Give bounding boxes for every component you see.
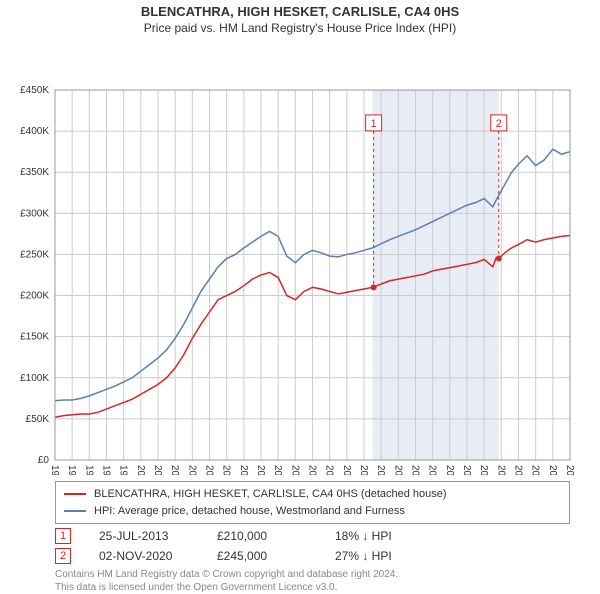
x-tick-label: 2016 <box>410 465 421 475</box>
y-tick-label: £0 <box>38 455 50 466</box>
y-tick-label: £250K <box>20 249 49 260</box>
annotation-row: 2 02-NOV-2020 £245,000 27% ↓ HPI <box>55 548 570 564</box>
x-tick-label: 2007 <box>255 465 266 475</box>
x-tick-label: 2015 <box>392 465 403 475</box>
x-tick-label: 2001 <box>152 465 163 475</box>
y-tick-label: £150K <box>20 332 49 343</box>
y-tick-label: £400K <box>20 126 49 137</box>
legend-swatch <box>64 493 86 495</box>
x-tick-label: 2013 <box>358 465 369 475</box>
x-tick-label: 2017 <box>427 465 438 475</box>
legend-swatch <box>64 510 86 512</box>
footnote-line: Contains HM Land Registry data © Crown c… <box>55 568 570 581</box>
annotation-pct: 18% ↓ HPI <box>335 529 392 543</box>
x-tick-label: 2012 <box>341 465 352 475</box>
x-tick-label: 2000 <box>135 465 146 475</box>
legend-item: HPI: Average price, detached house, West… <box>64 503 561 520</box>
x-tick-label: 1995 <box>49 465 60 475</box>
footnote-line: This data is licensed under the Open Gov… <box>55 581 570 594</box>
x-tick-label: 2025 <box>564 465 575 475</box>
x-tick-label: 2008 <box>272 465 283 475</box>
chart-subtitle: Price paid vs. HM Land Registry's House … <box>0 21 600 35</box>
legend-label: HPI: Average price, detached house, West… <box>94 503 405 520</box>
annotation-table: 1 25-JUL-2013 £210,000 18% ↓ HPI 2 02-NOV-202… <box>55 528 570 564</box>
annotation-pct: 27% ↓ HPI <box>335 549 392 563</box>
x-tick-label: 2009 <box>289 465 300 475</box>
x-tick-label: 2003 <box>186 465 197 475</box>
x-tick-label: 2020 <box>478 465 489 475</box>
x-tick-label: 2011 <box>324 465 335 475</box>
y-tick-label: £350K <box>20 167 49 178</box>
footnote: Contains HM Land Registry data © Crown c… <box>55 568 570 594</box>
marker-badge-label: 1 <box>371 118 377 130</box>
y-tick-label: £300K <box>20 208 49 219</box>
y-tick-label: £100K <box>20 373 49 384</box>
x-tick-label: 1997 <box>83 465 94 475</box>
x-tick-label: 1999 <box>118 465 129 475</box>
chart-area: £0 £50K £100K £150K £200K £250K £300K £350K £400… <box>0 35 600 475</box>
x-tick-label: 2005 <box>221 465 232 475</box>
x-tick-label: 2006 <box>238 465 249 475</box>
annotation-price: £245,000 <box>217 549 307 563</box>
legend-label: BLENCATHRA, HIGH HESKET, CARLISLE, CA4 0… <box>94 486 447 503</box>
legend: BLENCATHRA, HIGH HESKET, CARLISLE, CA4 0… <box>55 481 570 524</box>
highlight-band <box>373 90 499 460</box>
x-tick-label: 2019 <box>461 465 472 475</box>
x-tick-label: 2018 <box>444 465 455 475</box>
x-tick-label: 1998 <box>101 465 112 475</box>
x-tick-label: 1996 <box>66 465 77 475</box>
chart-svg: £0 £50K £100K £150K £200K £250K £300K £350K £400… <box>0 35 600 475</box>
annotation-price: £210,000 <box>217 529 307 543</box>
x-tick-label: 2010 <box>307 465 318 475</box>
x-tick-label: 2024 <box>547 465 558 475</box>
marker-badge-label: 2 <box>496 118 502 130</box>
annotation-badge: 2 <box>55 548 71 564</box>
y-tick-label: £50K <box>26 414 50 425</box>
legend-item: BLENCATHRA, HIGH HESKET, CARLISLE, CA4 0… <box>64 486 561 503</box>
x-tick-label: 2021 <box>495 465 506 475</box>
y-tick-label: £200K <box>20 291 49 302</box>
x-tick-label: 2014 <box>375 465 386 475</box>
x-tick-label: 2004 <box>204 465 215 475</box>
annotation-badge: 1 <box>55 528 71 544</box>
annotation-row: 1 25-JUL-2013 £210,000 18% ↓ HPI <box>55 528 570 544</box>
chart-title: BLENCATHRA, HIGH HESKET, CARLISLE, CA4 0… <box>0 4 600 19</box>
y-tick-label: £450K <box>20 85 49 96</box>
annotation-date: 02-NOV-2020 <box>99 549 189 563</box>
x-tick-label: 2002 <box>169 465 180 475</box>
x-tick-label: 2023 <box>530 465 541 475</box>
x-tick-label: 2022 <box>513 465 524 475</box>
annotation-date: 25-JUL-2013 <box>99 529 189 543</box>
